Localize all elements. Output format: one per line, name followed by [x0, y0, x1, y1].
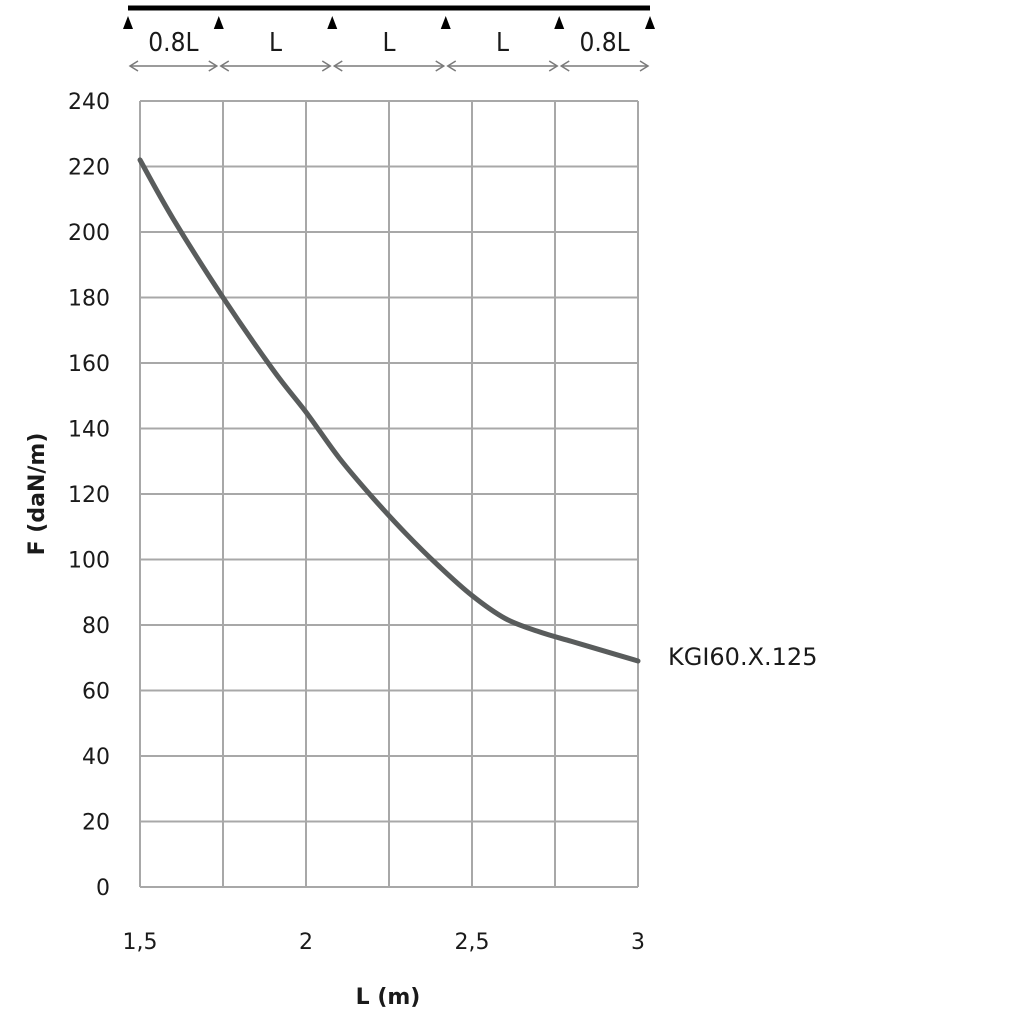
x-axis-title: L (m) — [356, 985, 421, 1010]
y-tick-label: 40 — [82, 745, 110, 770]
support-triangle — [123, 16, 133, 29]
beam-diagram: 0.8L L L L 0.8L — [123, 5, 655, 72]
y-tick-label: 140 — [68, 418, 110, 443]
chart-grid — [139, 100, 639, 888]
span-label: 0.8L — [148, 28, 198, 58]
dimension-arrow-left — [446, 60, 457, 72]
span-label: L — [382, 28, 395, 58]
y-tick-label: 20 — [82, 811, 110, 836]
x-tick-label: 2,5 — [455, 930, 490, 955]
support-triangle — [440, 16, 451, 29]
y-tick-label: 100 — [68, 549, 110, 574]
series-line — [137, 157, 641, 664]
y-tick-label: 80 — [82, 614, 110, 639]
y-tick-label: 220 — [68, 156, 110, 181]
dimension-arrow-right — [639, 60, 650, 72]
y-tick-label: 0 — [96, 876, 110, 901]
y-tick-label: 180 — [68, 287, 110, 312]
support-triangle — [213, 16, 224, 29]
dimension-arrow-right — [548, 60, 559, 72]
support-triangle — [327, 16, 338, 29]
dimension-arrow-right — [321, 60, 332, 72]
y-tick-label: 120 — [68, 483, 110, 508]
dimension-arrow-left — [332, 60, 343, 72]
dimension-arrow-right — [208, 60, 219, 72]
x-axis-ticks: 1,5 2 2,5 3 — [123, 930, 646, 955]
span-label: L — [269, 28, 282, 58]
dimension-arrow-left — [559, 60, 570, 72]
x-tick-label: 2 — [299, 930, 313, 955]
dimension-arrow-left — [219, 60, 230, 72]
x-tick-label: 1,5 — [123, 930, 158, 955]
y-axis-title: F (daN/m) — [25, 433, 50, 556]
series-label: KGI60.X.125 — [668, 643, 817, 671]
y-axis-ticks: 0 20 40 60 80 100 120 140 160 180 200 220 240 — [68, 90, 110, 901]
y-tick-label: 60 — [82, 680, 110, 705]
support-triangle — [645, 16, 655, 29]
support-triangle — [554, 16, 565, 29]
x-tick-label: 3 — [631, 930, 645, 955]
span-label: L — [496, 28, 509, 58]
dimension-arrow-left — [128, 60, 139, 72]
span-label: 0.8L — [579, 28, 629, 58]
chart-series: KGI60.X.125 — [137, 157, 817, 671]
y-tick-label: 160 — [68, 352, 110, 377]
y-tick-label: 200 — [68, 221, 110, 246]
y-tick-label: 240 — [68, 90, 110, 115]
dimension-arrow-right — [435, 60, 446, 72]
